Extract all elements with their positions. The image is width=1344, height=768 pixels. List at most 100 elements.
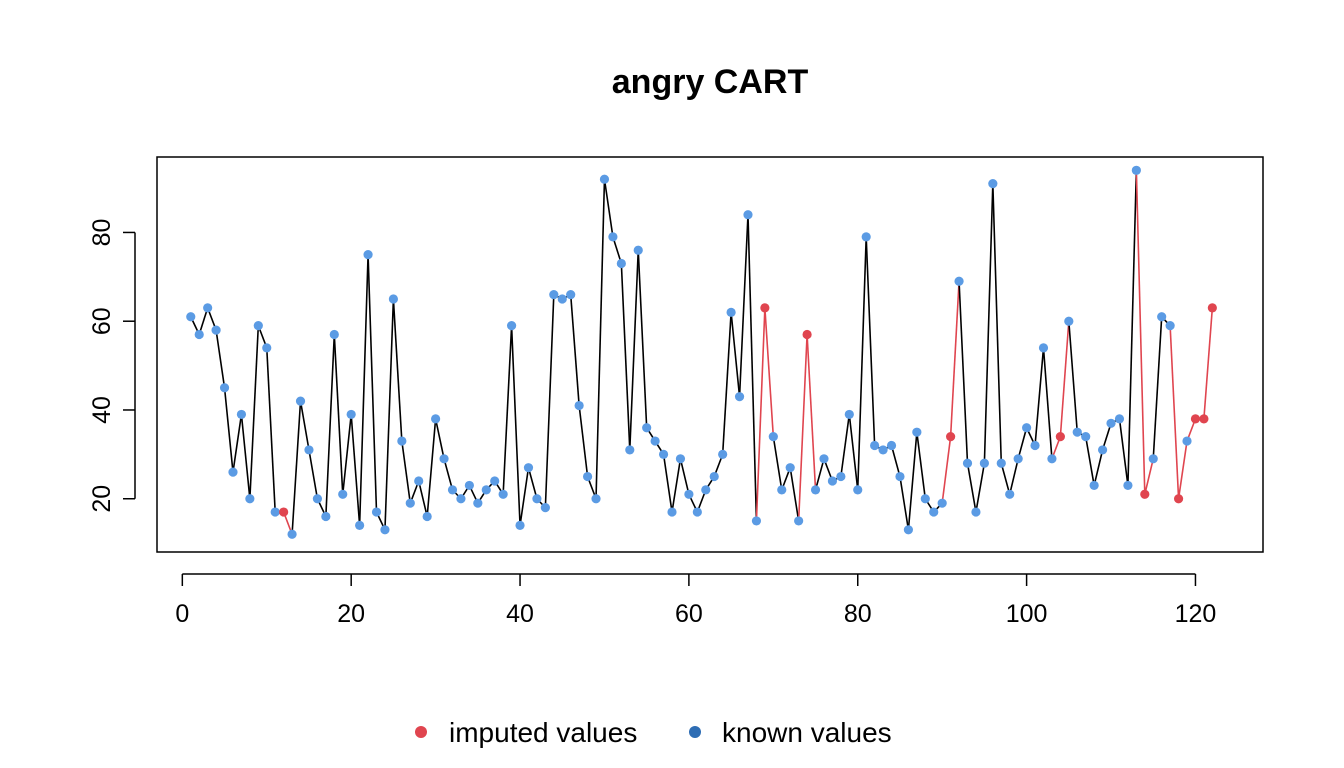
known-point — [996, 458, 1006, 468]
known-line-segment — [299, 400, 310, 451]
known-point — [979, 458, 989, 468]
known-line-segment — [890, 445, 901, 477]
known-point — [236, 409, 247, 420]
imputed-point — [279, 507, 289, 517]
known-point — [540, 503, 550, 513]
imputed-line-segment — [1177, 440, 1188, 499]
y-tick-label: 20 — [88, 485, 116, 513]
known-line-segment — [578, 405, 589, 477]
known-point — [684, 489, 694, 499]
known-point — [321, 511, 331, 522]
imputed-point — [1190, 414, 1201, 424]
known-line-segment — [232, 414, 243, 473]
known-point — [591, 494, 601, 504]
known-point — [777, 485, 787, 495]
known-line-segment — [721, 312, 732, 455]
series-points — [186, 165, 1217, 539]
known-point — [1005, 489, 1015, 499]
known-point — [853, 485, 863, 495]
known-point — [481, 485, 491, 495]
legend-known-marker — [689, 726, 701, 738]
known-point — [473, 498, 483, 508]
known-point — [861, 232, 871, 242]
imputed-line-segment — [806, 334, 817, 490]
known-line-segment — [308, 449, 319, 499]
imputed-point — [1140, 489, 1150, 499]
x-tick-label: 80 — [844, 600, 872, 628]
y-tick-label: 80 — [88, 219, 116, 247]
known-point — [1114, 414, 1125, 424]
known-line-segment — [738, 214, 749, 397]
known-line-segment — [1118, 418, 1129, 486]
plot-frame — [156, 156, 1264, 553]
series-lines — [190, 170, 1214, 535]
known-line-segment — [198, 307, 209, 335]
known-line-segment — [916, 432, 927, 499]
known-point — [751, 516, 762, 526]
known-point — [388, 294, 398, 304]
known-line-segment — [240, 414, 251, 499]
known-point — [633, 245, 643, 255]
known-point — [380, 525, 390, 535]
known-line-segment — [772, 436, 783, 490]
known-line-segment — [502, 325, 513, 495]
known-point — [810, 485, 821, 495]
known-point — [414, 476, 424, 486]
known-point — [498, 489, 508, 499]
known-point — [338, 489, 348, 499]
known-point — [962, 458, 973, 468]
known-point — [912, 427, 922, 437]
known-line-segment — [789, 467, 800, 522]
known-point — [253, 321, 263, 331]
known-point — [566, 289, 576, 300]
known-point — [599, 174, 610, 184]
known-line-segment — [907, 432, 918, 530]
known-point — [870, 440, 880, 451]
known-point — [287, 529, 297, 539]
known-point — [1106, 418, 1116, 428]
known-point — [355, 520, 365, 530]
known-point — [734, 392, 745, 402]
imputed-point — [1207, 303, 1217, 313]
known-line-segment — [333, 334, 344, 495]
known-line-segment — [392, 298, 403, 442]
known-point — [262, 343, 272, 353]
known-point — [988, 179, 998, 189]
known-line-segment — [747, 214, 758, 521]
chart-title: angry CART — [612, 63, 809, 101]
known-point — [506, 321, 517, 331]
x-tick-label: 40 — [506, 600, 534, 628]
known-point — [523, 463, 534, 473]
known-line-segment — [1042, 347, 1053, 459]
imputed-point — [760, 303, 770, 313]
known-line-segment — [637, 250, 648, 428]
known-point — [574, 400, 584, 411]
known-point — [658, 449, 669, 459]
imputed-line-segment — [764, 307, 775, 437]
y-tick-label: 60 — [88, 307, 116, 335]
imputed-line-segment — [949, 281, 960, 437]
known-point — [675, 454, 686, 464]
known-point — [464, 480, 474, 491]
known-point — [1013, 454, 1023, 464]
known-point — [794, 516, 804, 526]
x-tick-label: 0 — [175, 600, 189, 628]
known-line-segment — [1068, 321, 1079, 433]
known-line-segment — [1034, 347, 1045, 446]
known-point — [1081, 432, 1091, 442]
known-point — [692, 507, 702, 517]
known-line-segment — [1017, 427, 1028, 460]
known-point — [405, 498, 415, 508]
x-axis: 0 20 40 60 80 100 120 — [175, 573, 1216, 628]
known-line-segment — [1101, 423, 1112, 451]
known-point — [490, 476, 500, 486]
known-line-segment — [384, 298, 395, 530]
known-point — [642, 423, 652, 433]
known-point — [329, 329, 339, 340]
known-line-segment — [966, 463, 977, 513]
known-line-segment — [620, 263, 631, 450]
imputed-line-segment — [941, 436, 952, 504]
imputed-point — [1199, 414, 1209, 424]
known-point — [1157, 312, 1167, 322]
known-point — [1182, 436, 1192, 446]
